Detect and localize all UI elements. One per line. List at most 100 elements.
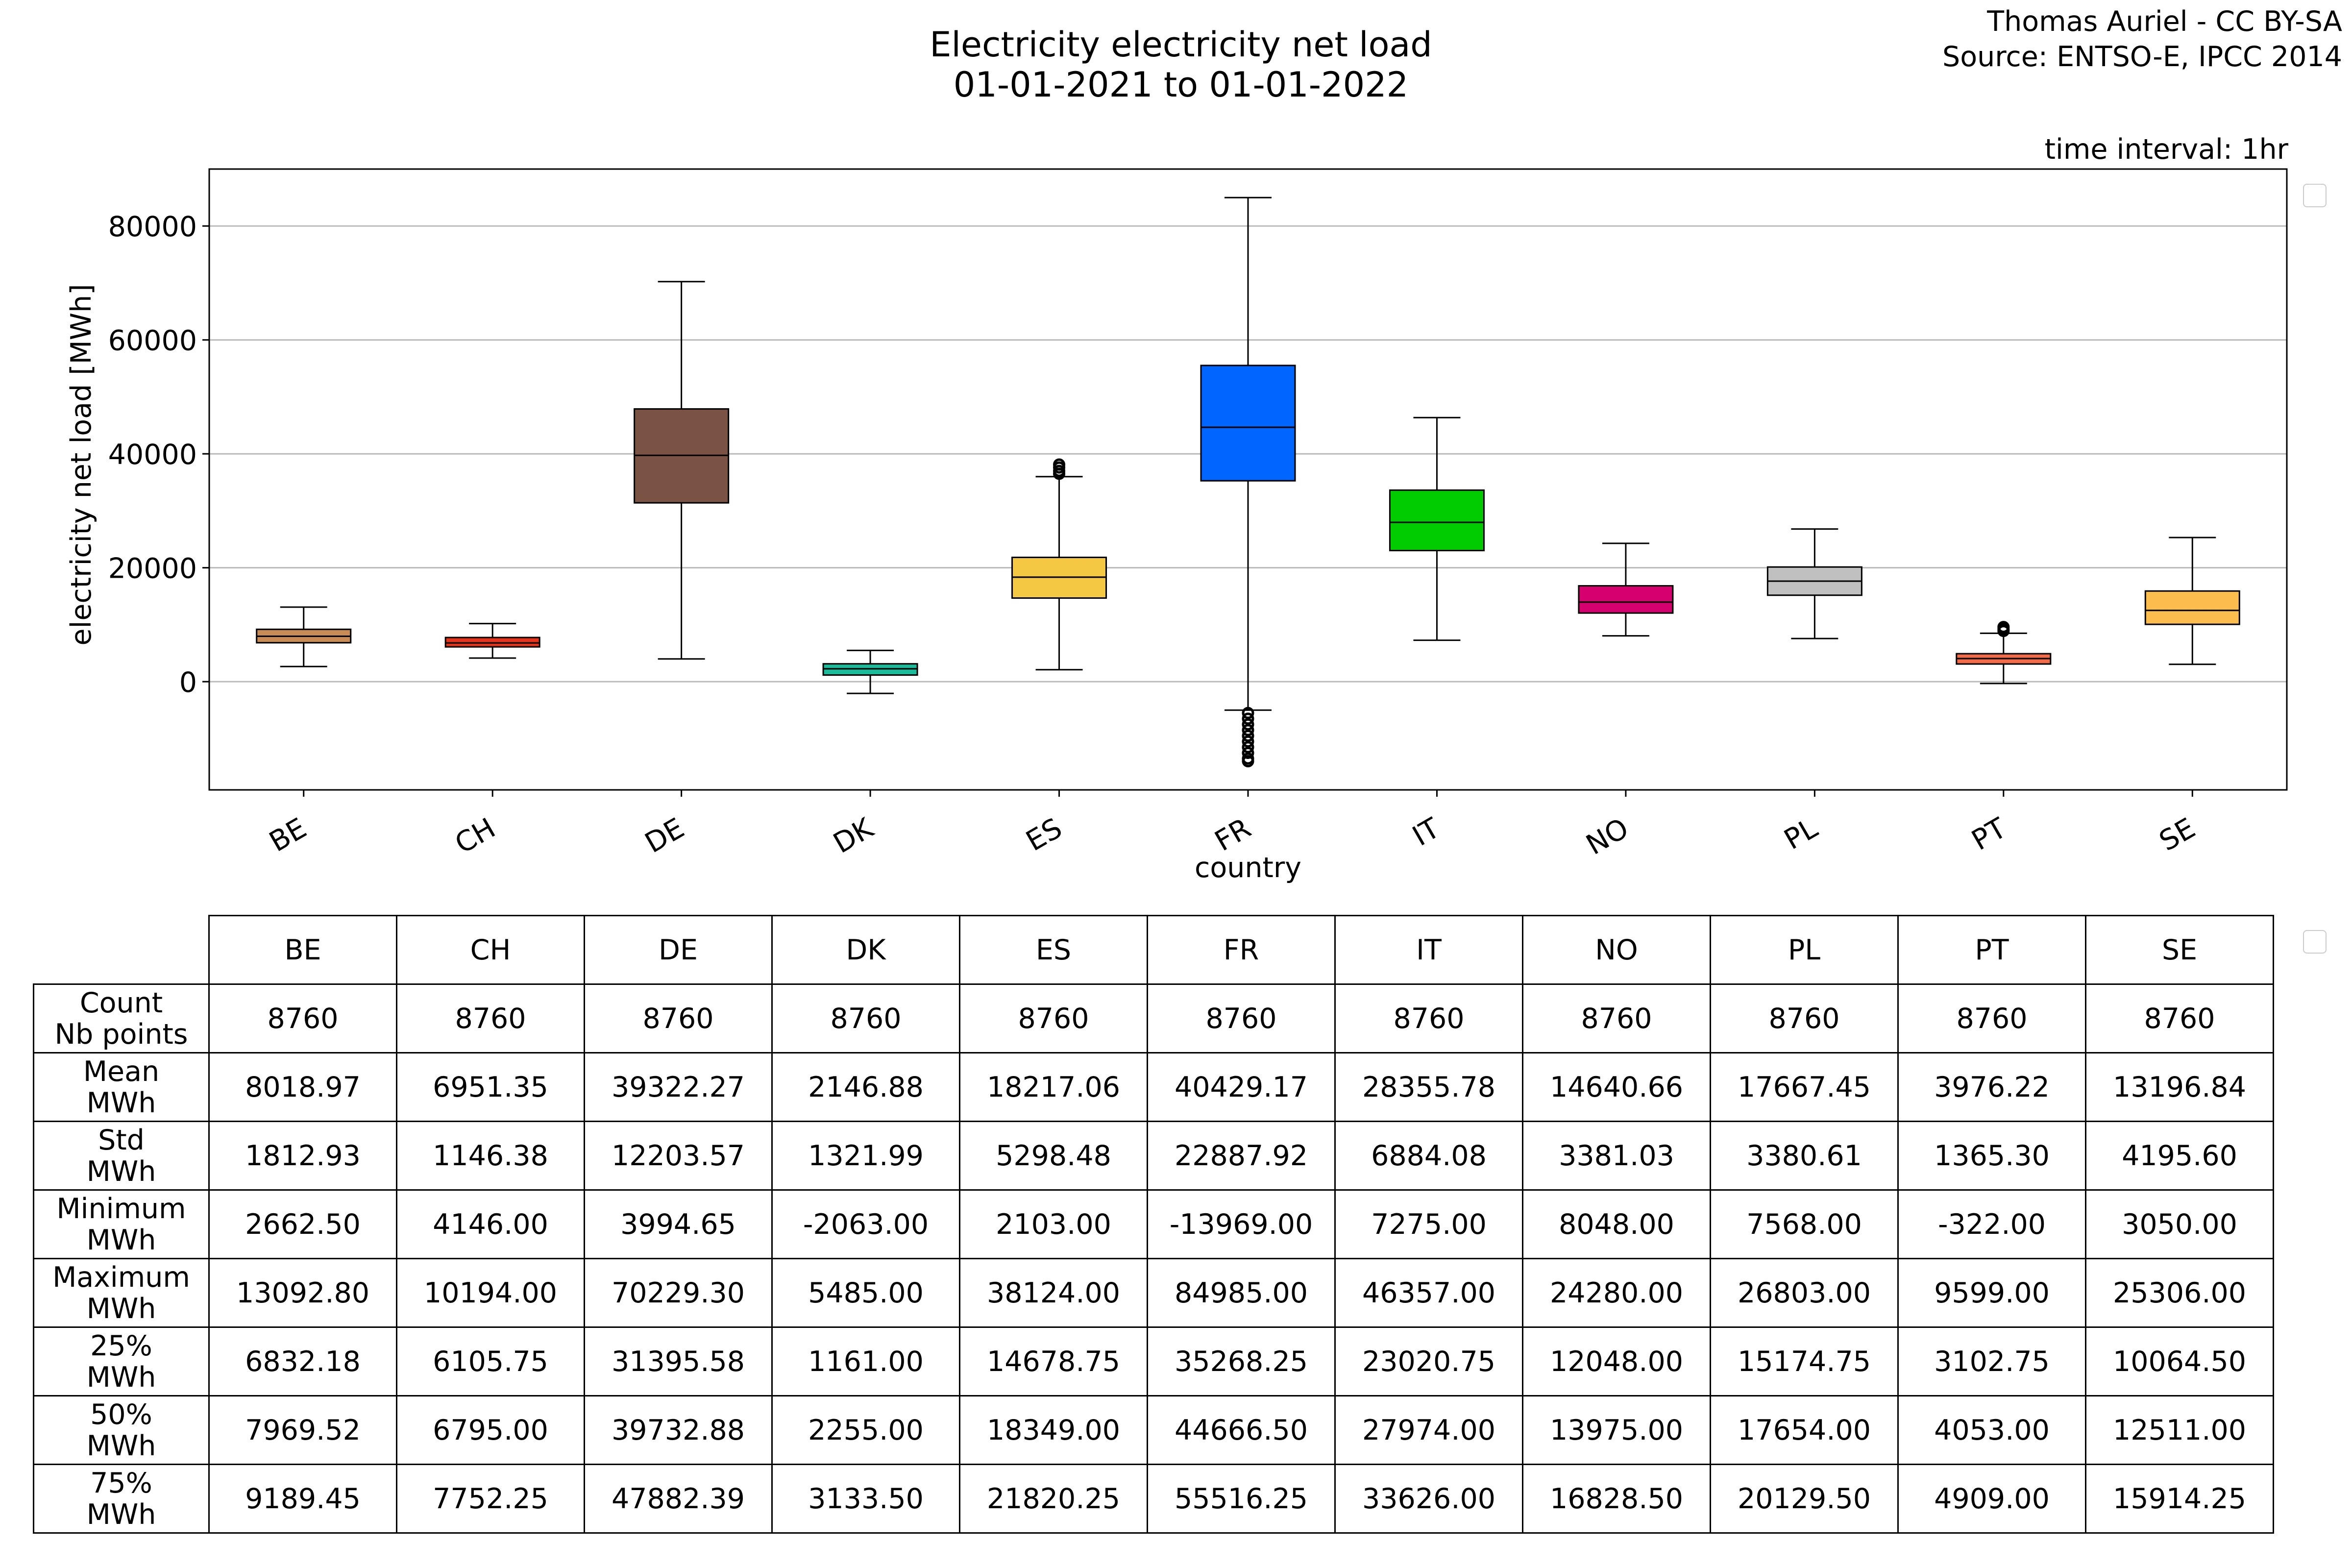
row-label-name: Mean [83,1055,160,1088]
row-label-name: Minimum [56,1192,186,1225]
x-tick-label: PL [1779,812,1823,856]
table-cell: 20129.50 [1710,1464,1899,1534]
table-cell: 31395.58 [584,1326,773,1396]
column-header: PL [1710,915,1899,985]
row-label-name: Count [79,986,163,1019]
y-tick-label: 40000 [108,439,197,471]
outlier-point [1242,730,1254,742]
table-cell: -2063.00 [771,1189,960,1259]
table-cell: 3976.22 [1897,1052,2086,1122]
table-cell: 3381.03 [1522,1121,1711,1191]
x-tick-label: NO [1581,812,1634,861]
row-label: 50% MWh [33,1395,210,1465]
table-cell: 27974.00 [1334,1395,1523,1465]
row-label-unit: MWh [86,1498,156,1531]
table-cell: 8760 [1147,983,1336,1054]
row-label: Mean MWh [33,1052,210,1122]
box-SE [2144,590,2240,625]
table-cell: 3133.50 [771,1464,960,1534]
chart-title: Electricity electricity net load 01-01-2… [490,24,1872,105]
row-label: 75% MWh [33,1464,210,1534]
table-corner [33,915,210,985]
outlier-point [1242,718,1254,731]
table-cell: 6795.00 [396,1395,585,1465]
row-label-unit: MWh [86,1086,156,1119]
row-label-unit: MWh [86,1361,156,1394]
table-row: 75% MWh 9189.45 7752.25 47882.39 3133.50 21820… [33,1464,2274,1534]
table-cell: 9599.00 [1897,1258,2086,1328]
column-header: CH [396,915,585,985]
outlier-point [1242,746,1254,759]
table-cell: 14678.75 [959,1326,1148,1396]
column-header: DK [771,915,960,985]
outlier-point [1242,735,1254,748]
table-cell: 1321.99 [771,1121,960,1191]
table-cell: 18217.06 [959,1052,1148,1122]
column-header: FR [1147,915,1336,985]
table-cell: 8760 [1897,983,2086,1054]
table-cell: 8760 [584,983,773,1054]
table-cell: 33626.00 [1334,1464,1523,1534]
table-cell: 21820.25 [959,1464,1148,1534]
column-header: ES [959,915,1148,985]
credit-author: Thomas Auriel - CC BY-SA [1987,5,2342,38]
table-cell: 70229.30 [584,1258,773,1328]
table-cell: 9189.45 [208,1464,397,1534]
table-cell: -13969.00 [1147,1189,1336,1259]
table-cell: 5485.00 [771,1258,960,1328]
table-cell: 4053.00 [1897,1395,2086,1465]
table-row: 50% MWh 7969.52 6795.00 39732.88 2255.00 18349… [33,1395,2274,1465]
outlier-point [1242,724,1254,736]
row-label: 25% MWh [33,1326,210,1396]
table-cell: 1812.93 [208,1121,397,1191]
table-cell: 7752.25 [396,1464,585,1534]
table-cell: 8760 [1334,983,1523,1054]
table-row: Mean MWh 8018.97 6951.35 39322.27 2146.88 1821… [33,1052,2274,1122]
table-cell: 8760 [1522,983,1711,1054]
table-cell: 8048.00 [1522,1189,1711,1259]
table-cell: 13196.84 [2085,1052,2274,1122]
table-cell: 6951.35 [396,1052,585,1122]
time-interval-label: time interval: 1hr [2044,133,2288,166]
row-label-unit: MWh [86,1224,156,1256]
table-cell: 4195.60 [2085,1121,2274,1191]
outlier-point [1242,755,1254,768]
table-cell: 6832.18 [208,1326,397,1396]
column-header: NO [1522,915,1711,985]
table-body: Count Nb points 8760 8760 8760 8760 8760 8760 87… [33,983,2274,1534]
table-cell: 4146.00 [396,1189,585,1259]
table-cell: 26803.00 [1710,1258,1899,1328]
table-cell: 40429.17 [1147,1052,1336,1122]
table-cell: 28355.78 [1334,1052,1523,1122]
table-row: Maximum MWh 13092.80 10194.00 70229.30 5485.0… [33,1258,2274,1328]
table-cell: 8760 [1710,983,1899,1054]
y-tick-label: 0 [179,666,197,699]
table-cell: 12048.00 [1522,1326,1711,1396]
table-cell: 46357.00 [1334,1258,1523,1328]
table-cell: 12511.00 [2085,1395,2274,1465]
table-cell: 38124.00 [959,1258,1148,1328]
row-label-name: 75% [90,1467,152,1499]
table-cell: 15174.75 [1710,1326,1899,1396]
table-cell: 6105.75 [396,1326,585,1396]
table-cell: 8760 [208,983,397,1054]
x-tick-label: FR [1209,812,1256,858]
row-label: Maximum MWh [33,1258,210,1328]
table-cell: 84985.00 [1147,1258,1336,1328]
row-label-name: 50% [90,1398,152,1431]
y-axis-label: electricity net load [MWh] [65,284,98,645]
table-row: Minimum MWh 2662.50 4146.00 3994.65 -2063.00 2… [33,1189,2274,1259]
plot-frame [208,168,2288,791]
table-cell: 35268.25 [1147,1326,1336,1396]
row-label-unit: MWh [86,1292,156,1325]
table-cell: 17654.00 [1710,1395,1899,1465]
table-row: 25% MWh 6832.18 6105.75 31395.58 1161.00 14678… [33,1326,2274,1396]
table-cell: 5298.48 [959,1121,1148,1191]
row-label-unit: MWh [86,1155,156,1188]
table-cell: 13975.00 [1522,1395,1711,1465]
table-cell: 7568.00 [1710,1189,1899,1259]
table-cell: 3380.61 [1710,1121,1899,1191]
table-cell: 25306.00 [2085,1258,2274,1328]
table-cell: 44666.50 [1147,1395,1336,1465]
x-tick-label: DE [639,812,689,859]
